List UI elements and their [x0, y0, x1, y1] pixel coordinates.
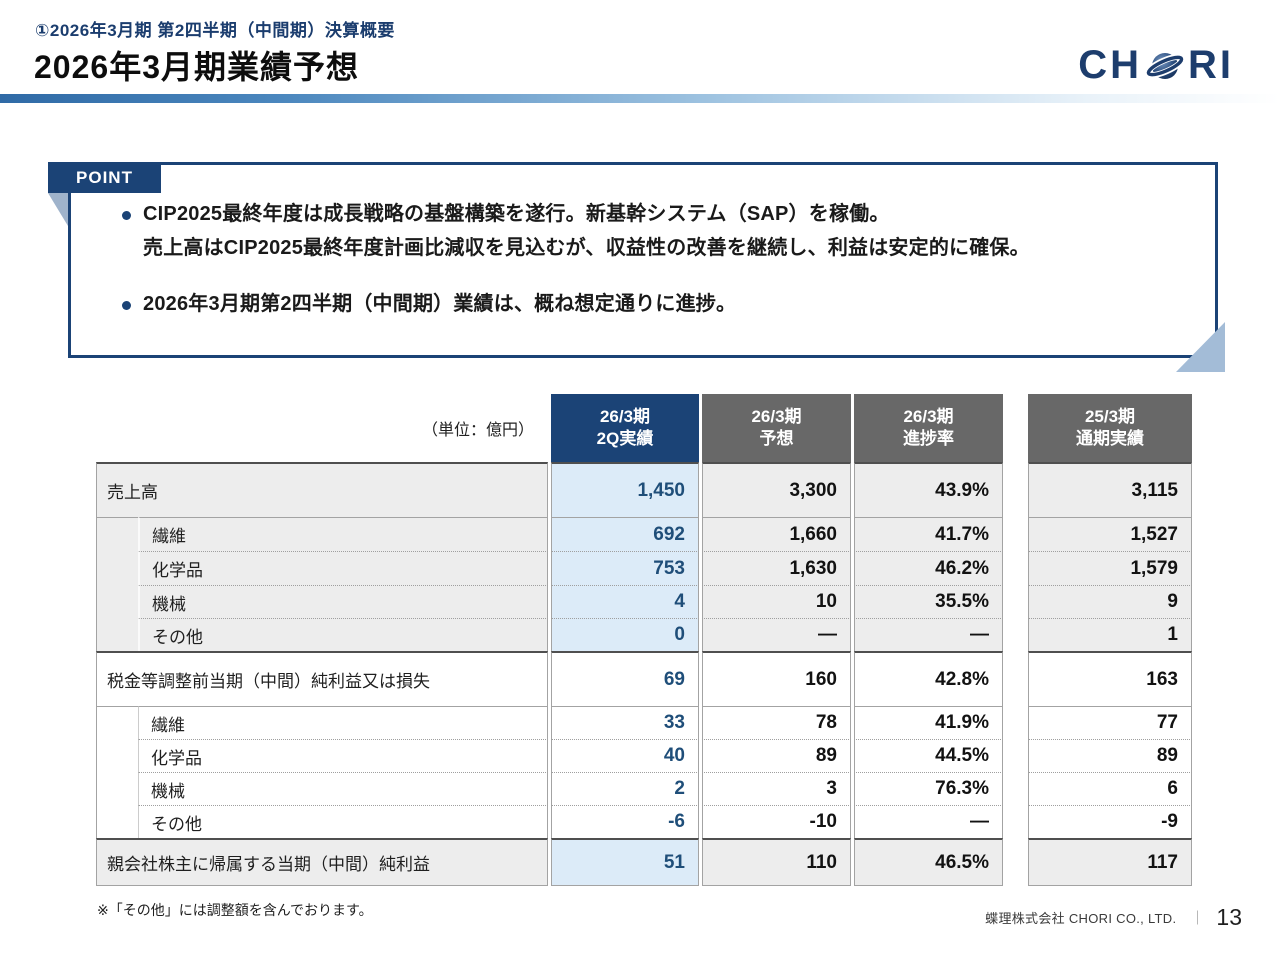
- cell-forecast: 10: [702, 585, 851, 618]
- results-table: （単位：億円） 26/3期 2Q実績 26/3期 予想 26/3期 進捗率 25/3期…: [96, 394, 1192, 886]
- row-label: 化学品: [138, 551, 548, 585]
- cell-forecast: 89: [702, 739, 851, 772]
- bullet-1-line-2: 売上高はCIP2025最終年度計画比減収を見込むが、収益性の改善を継続し、利益は…: [143, 236, 1030, 259]
- logo-text-right: RI: [1188, 43, 1234, 87]
- row-label: 税金等調整前当期（中間）純利益又は損失: [96, 651, 548, 706]
- cell-forecast: 78: [702, 706, 851, 739]
- cell-progress: 44.5%: [854, 739, 1003, 772]
- cell-progress: —: [854, 805, 1003, 838]
- row-indent: [96, 805, 138, 838]
- cell-prior-year: 77: [1028, 706, 1192, 739]
- cell-2q-actual: 2: [551, 772, 699, 805]
- point-badge: POINT: [48, 162, 161, 193]
- cell-forecast: 1,660: [702, 517, 851, 551]
- cell-progress: 43.9%: [854, 462, 1003, 517]
- row-label: 化学品: [138, 739, 548, 772]
- unit-label: （単位：億円）: [421, 422, 534, 439]
- cell-progress: 41.7%: [854, 517, 1003, 551]
- row-label: その他: [138, 618, 548, 651]
- cell-prior-year: 6: [1028, 772, 1192, 805]
- cell-prior-year: 3,115: [1028, 462, 1192, 517]
- cell-prior-year: 1,579: [1028, 551, 1192, 585]
- company-name: 蝶理株式会社 CHORI CO., LTD.: [985, 911, 1177, 926]
- page-number: 13: [1216, 904, 1242, 930]
- cell-2q-actual: 753: [551, 551, 699, 585]
- cell-forecast: -10: [702, 805, 851, 838]
- cell-2q-actual: 69: [551, 651, 699, 706]
- chori-logo: CH RI: [1078, 44, 1234, 86]
- cell-progress: 46.2%: [854, 551, 1003, 585]
- cell-forecast: —: [702, 618, 851, 651]
- cell-progress: 35.5%: [854, 585, 1003, 618]
- bullet-item: 2026年3月期第2四半期（中間期）業績は、概ね想定通りに進捗。: [122, 288, 1192, 322]
- row-indent: [96, 517, 138, 551]
- cell-prior-year: 117: [1028, 838, 1192, 886]
- row-label: その他: [138, 805, 548, 838]
- cell-2q-actual: 51: [551, 838, 699, 886]
- row-label: 機械: [138, 585, 548, 618]
- title-divider-bar: [0, 94, 1280, 103]
- cell-2q-actual: 40: [551, 739, 699, 772]
- section-eyebrow: ①2026年3月期 第2四半期（中間期）決算概要: [35, 21, 395, 40]
- cell-progress: 41.9%: [854, 706, 1003, 739]
- row-indent: [96, 551, 138, 585]
- cell-2q-actual: -6: [551, 805, 699, 838]
- column-header-2q-actual: 26/3期 2Q実績: [551, 394, 699, 462]
- cell-prior-year: -9: [1028, 805, 1192, 838]
- cell-prior-year: 163: [1028, 651, 1192, 706]
- cell-progress: 46.5%: [854, 838, 1003, 886]
- cell-progress: —: [854, 618, 1003, 651]
- footnote: ※「その他」には調整額を含んでおります。: [97, 902, 373, 918]
- row-indent: [96, 706, 138, 739]
- cell-forecast: 3,300: [702, 462, 851, 517]
- cell-prior-year: 1: [1028, 618, 1192, 651]
- cell-progress: 42.8%: [854, 651, 1003, 706]
- cell-2q-actual: 4: [551, 585, 699, 618]
- bullet-dot-icon: [122, 301, 131, 311]
- row-indent: [96, 618, 138, 651]
- row-label: 繊維: [138, 706, 548, 739]
- slide-footer: 蝶理株式会社 CHORI CO., LTD. ｜ 13: [985, 904, 1242, 931]
- bullet-2-line-1: 2026年3月期第2四半期（中間期）業績は、概ね想定通りに進捗。: [143, 293, 737, 316]
- page-title: 2026年3月期業績予想: [34, 49, 359, 85]
- point-box: [68, 162, 1218, 358]
- column-header-progress: 26/3期 進捗率: [854, 394, 1003, 462]
- globe-icon: [1142, 44, 1188, 86]
- row-label: 機械: [138, 772, 548, 805]
- point-badge-fold: [48, 193, 68, 226]
- row-label: 繊維: [138, 517, 548, 551]
- cell-2q-actual: 1,450: [551, 462, 699, 517]
- cell-forecast: 110: [702, 838, 851, 886]
- cell-2q-actual: 33: [551, 706, 699, 739]
- logo-text-left: CH: [1078, 43, 1142, 87]
- cell-prior-year: 9: [1028, 585, 1192, 618]
- row-label: 売上高: [96, 462, 548, 517]
- footer-separator: ｜: [1190, 909, 1205, 926]
- bullet-dot-icon: [122, 211, 131, 220]
- cell-forecast: 160: [702, 651, 851, 706]
- cell-2q-actual: 692: [551, 517, 699, 551]
- bullet-1-line-1: CIP2025最終年度は成長戦略の基盤構築を遂行。新基幹システム（SAP）を稼働…: [143, 203, 890, 225]
- cell-2q-actual: 0: [551, 618, 699, 651]
- row-label: 親会社株主に帰属する当期（中間）純利益: [96, 838, 548, 886]
- row-indent: [96, 772, 138, 805]
- cell-prior-year: 1,527: [1028, 517, 1192, 551]
- row-indent: [96, 585, 138, 618]
- point-bullets: CIP2025最終年度は成長戦略の基盤構築を遂行。新基幹システム（SAP）を稼働…: [122, 198, 1192, 345]
- cell-prior-year: 89: [1028, 739, 1192, 772]
- cell-forecast: 1,630: [702, 551, 851, 585]
- column-header-prior-year: 25/3期 通期実績: [1028, 394, 1192, 462]
- column-header-forecast: 26/3期 予想: [702, 394, 851, 462]
- bullet-item: CIP2025最終年度は成長戦略の基盤構築を遂行。新基幹システム（SAP）を稼働…: [122, 198, 1192, 265]
- cell-progress: 76.3%: [854, 772, 1003, 805]
- cell-forecast: 3: [702, 772, 851, 805]
- row-indent: [96, 739, 138, 772]
